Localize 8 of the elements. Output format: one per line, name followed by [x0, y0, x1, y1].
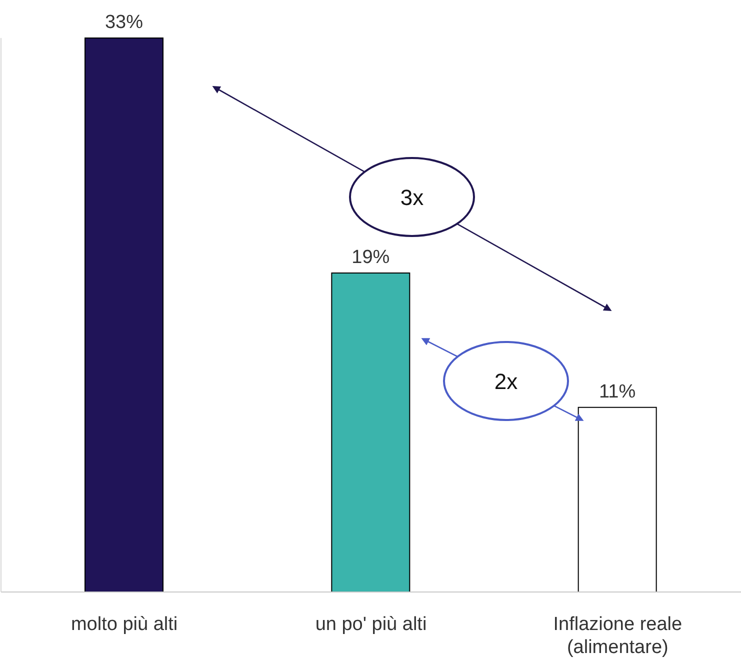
x-tick-label: Inflazione reale (alimentare): [553, 614, 682, 658]
data-label: 19%: [352, 247, 390, 268]
data-label: 11%: [599, 381, 636, 402]
x-tick-label: un po' più alti: [315, 614, 427, 635]
annotation: 3x: [400, 185, 424, 210]
annotation: 2x: [494, 369, 518, 394]
data-label: 33%: [104, 12, 144, 33]
x-tick-label: molto più alti: [70, 614, 178, 635]
